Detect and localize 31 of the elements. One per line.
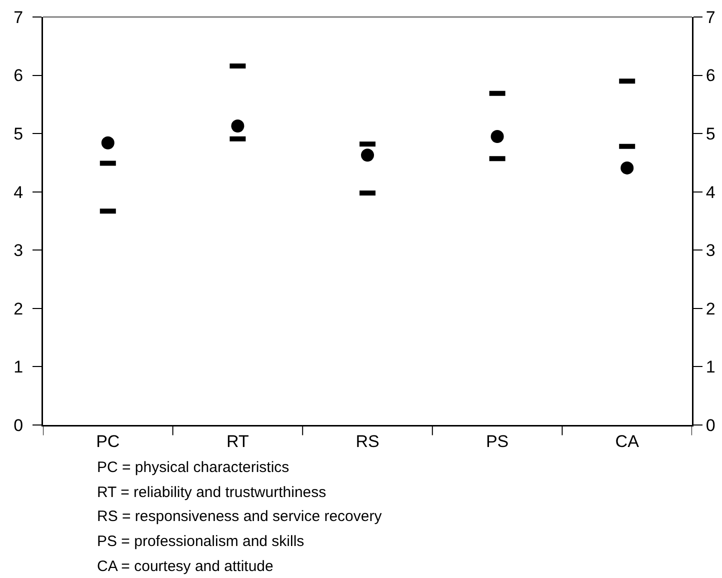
y-tick-label: 6 bbox=[14, 66, 24, 86]
point bbox=[231, 119, 244, 132]
y-tick-label: 2 bbox=[14, 299, 24, 318]
x-tick-label: PS bbox=[486, 432, 509, 451]
y2-tick-label: 2 bbox=[706, 299, 716, 318]
point bbox=[101, 136, 114, 150]
y-tick-label: 7 bbox=[14, 8, 24, 27]
y2-tick-label: 1 bbox=[706, 358, 716, 377]
y2-tick-label: 5 bbox=[706, 124, 716, 144]
text: PS = professionalism and skills bbox=[97, 533, 304, 550]
y-tick-label: 1 bbox=[14, 358, 24, 377]
x-tick-label: PC bbox=[96, 432, 120, 451]
y2-tick-label: 6 bbox=[706, 66, 716, 86]
y-tick-label: 3 bbox=[14, 241, 24, 260]
y-tick-label: 0 bbox=[14, 416, 24, 435]
x-tick-label: RT bbox=[226, 432, 249, 451]
x-tick-label: CA bbox=[615, 432, 640, 451]
y2-tick-label: 7 bbox=[706, 8, 716, 27]
y-tick-label: 5 bbox=[14, 124, 24, 144]
point bbox=[490, 130, 504, 143]
point bbox=[361, 148, 374, 162]
point bbox=[620, 161, 634, 174]
y2-tick-label: 4 bbox=[706, 182, 716, 202]
y2-tick-label: 3 bbox=[706, 241, 716, 260]
text: CA = courtesy and attitude bbox=[97, 558, 274, 575]
text: RS = responsiveness and service recovery bbox=[97, 508, 382, 525]
text: RT = reliability and trustwurthiness bbox=[97, 484, 326, 501]
text: PC = physical characteristics bbox=[97, 459, 290, 476]
x-tick-label: RS bbox=[356, 432, 380, 451]
y2-tick-label: 0 bbox=[706, 416, 716, 435]
y-tick-label: 4 bbox=[14, 182, 24, 202]
